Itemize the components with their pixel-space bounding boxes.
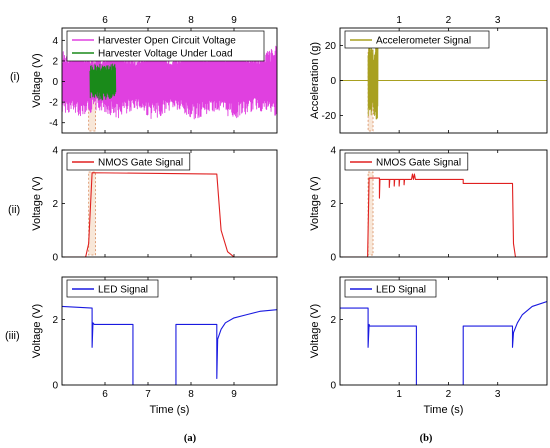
y-tick-label: 4 — [330, 146, 336, 157]
plot-area — [340, 301, 547, 385]
x-tick-label: 9 — [231, 15, 237, 26]
row-label-i: (i) — [10, 71, 20, 83]
legend-entry: Accelerometer Signal — [376, 36, 471, 47]
y-tick-label: 2 — [52, 315, 58, 326]
y-axis-label: Acceleration (g) — [309, 42, 321, 119]
y-tick-label: 2 — [52, 199, 58, 210]
x-tick-label: 6 — [102, 389, 108, 400]
x-tick-label: 7 — [145, 389, 151, 400]
y-axis-label: Voltage (V) — [31, 304, 43, 358]
legend-box — [344, 279, 437, 298]
plot-area — [62, 305, 277, 385]
panel-label-a: (a) — [184, 433, 197, 444]
row-label-iii: (iii) — [5, 330, 20, 342]
series-line — [62, 172, 277, 257]
x-tick-label: 6 — [102, 15, 108, 26]
x-tick-label: 1 — [396, 15, 402, 26]
y-tick-label: 2 — [330, 315, 336, 326]
chart-panel-b_i: -20 0 20 1 2 3 Acceleration (g) Accelerometer S… — [309, 15, 548, 134]
y-tick-label: 2 — [52, 56, 58, 67]
x-tick-label: 1 — [396, 389, 402, 400]
legend-entry: NMOS Gate Signal — [98, 158, 183, 169]
legend-entry: NMOS Gate Signal — [376, 158, 461, 169]
x-axis-label: Time (s) — [150, 404, 190, 416]
chart-panel-a_ii: 0 2 4 Voltage (V) NMOS Gate Signal — [31, 146, 278, 264]
row-label-ii: (ii) — [8, 204, 20, 216]
legend-entry: Harvester Voltage Under Load — [98, 49, 233, 60]
x-tick-label: 8 — [188, 389, 194, 400]
legend-entry: Harvester Open Circuit Voltage — [98, 36, 236, 47]
y-tick-label: -4 — [49, 118, 58, 129]
legend-box — [66, 30, 265, 62]
axes-frame — [339, 276, 548, 386]
chart-panel-a_iii: 0 2 6 7 8 9 Voltage (V) Time (s) LED Signal — [31, 276, 278, 416]
y-tick-label: 0 — [330, 381, 336, 392]
plot-area — [340, 41, 547, 120]
y-axis-label: Voltage (V) — [31, 53, 43, 107]
y-tick-label: 2 — [330, 199, 336, 210]
legend-entry: LED Signal — [98, 285, 148, 296]
y-tick-label: 4 — [52, 146, 58, 157]
x-tick-label: 3 — [495, 15, 501, 26]
y-tick-label: 0 — [330, 76, 336, 87]
x-tick-label: 2 — [446, 389, 452, 400]
y-tick-label: 4 — [52, 36, 58, 47]
x-tick-label: 8 — [188, 15, 194, 26]
x-axis-label: Time (s) — [424, 404, 464, 416]
y-axis-label: Voltage (V) — [309, 304, 321, 358]
axes-frame — [61, 27, 278, 134]
series-line — [340, 173, 547, 257]
y-tick-label: 0 — [52, 253, 58, 264]
legend-box — [344, 152, 469, 171]
legend-box — [66, 152, 191, 171]
chart-panel-a_i: -4 -2 0 2 4 6 7 8 9 Voltage (V) Harvester Open Cir… — [31, 15, 278, 134]
series-line — [340, 301, 547, 385]
y-tick-label: 0 — [330, 253, 336, 264]
series-line — [62, 305, 277, 385]
y-tick-label: 0 — [52, 77, 58, 88]
x-tick-label: 9 — [231, 389, 237, 400]
x-tick-label: 7 — [145, 15, 151, 26]
highlight-region — [367, 171, 374, 256]
y-axis-label: Voltage (V) — [309, 176, 321, 230]
chart-panel-b_ii: 0 2 4 Voltage (V) NMOS Gate Signal — [309, 146, 548, 264]
series-line — [89, 63, 117, 101]
plot-area — [340, 173, 547, 257]
legend-box — [66, 279, 159, 298]
y-tick-label: -2 — [49, 98, 58, 109]
y-axis-label: Voltage (V) — [31, 176, 43, 230]
series-line — [340, 41, 547, 120]
panel-label-b: (b) — [420, 433, 433, 444]
y-tick-label: 20 — [325, 41, 337, 52]
legend-entry: LED Signal — [376, 285, 426, 296]
plot-area — [62, 43, 277, 120]
chart-panel-b_iii: 0 2 1 2 3 Voltage (V) Time (s) LED Signal — [309, 276, 548, 416]
legend-box — [344, 30, 490, 49]
y-tick-label: -20 — [322, 111, 337, 122]
y-tick-label: 0 — [52, 381, 58, 392]
x-tick-label: 2 — [446, 15, 452, 26]
x-tick-label: 3 — [495, 389, 501, 400]
axes-frame — [61, 276, 278, 386]
highlight-region — [88, 171, 96, 256]
plot-area — [62, 172, 277, 257]
